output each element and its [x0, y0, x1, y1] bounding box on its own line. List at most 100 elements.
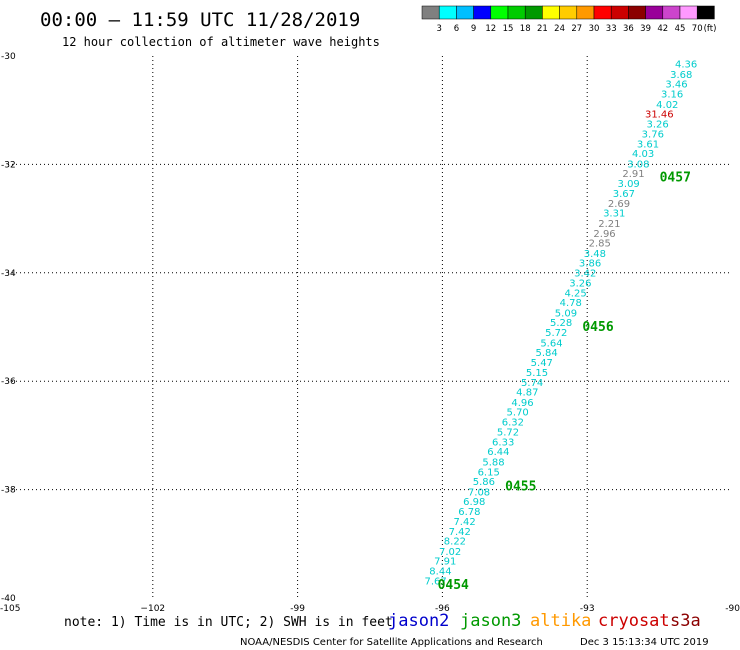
- legend-swatch: [576, 5, 595, 20]
- legend-label: 24: [554, 24, 565, 34]
- legend-label: 9: [471, 24, 476, 34]
- swh-value-label: 7.91: [434, 557, 456, 568]
- legend-label: 39: [640, 24, 651, 34]
- satellite-label-jason2: jason2: [388, 611, 449, 631]
- chart-title: 00:00 – 11:59 UTC 11/28/2019: [40, 9, 360, 31]
- swh-value-label: 3.48: [584, 249, 606, 260]
- swh-value-label: 2.21: [598, 219, 620, 230]
- y-tick-label: -32: [1, 160, 16, 170]
- swh-value-label: 5.47: [531, 358, 553, 369]
- swh-value-label: 3.09: [618, 179, 640, 190]
- legend-unit: (ft): [704, 24, 717, 34]
- x-tick-label: -105: [0, 604, 20, 614]
- swh-value-label: 2.85: [589, 239, 611, 250]
- satellite-label-altika: altika: [530, 611, 591, 631]
- swh-value-label: 2.96: [593, 229, 615, 240]
- swh-value-label: 5.64: [540, 338, 562, 349]
- swh-value-label: 3.08: [627, 159, 649, 170]
- time-label: 0455: [505, 479, 536, 494]
- x-tick-label: -96: [435, 604, 450, 614]
- legend-swatch: [696, 5, 715, 20]
- satellite-label-s3a: s3a: [670, 611, 701, 631]
- swh-value-label: 6.15: [478, 467, 500, 478]
- swh-value-label: 7.42: [449, 527, 471, 538]
- legend-swatch: [628, 5, 646, 20]
- swh-value-label: 6.44: [487, 447, 509, 458]
- swh-value-label: 4.96: [511, 398, 533, 409]
- swh-value-label: 3.42: [574, 268, 596, 279]
- swh-value-label: 5.88: [482, 458, 504, 469]
- legend-swatch: [456, 5, 474, 20]
- time-label: 0454: [438, 578, 469, 593]
- swh-value-label: 31.46: [645, 110, 674, 121]
- swh-value-label: 4.02: [656, 100, 678, 111]
- swh-value-label: 3.46: [665, 80, 687, 91]
- swh-data-points: 4.363.683.463.164.0231.463.263.763.614.0…: [424, 60, 697, 588]
- footer-note: note: 1) Time is in UTC; 2) SWH is in fe…: [64, 615, 393, 630]
- swh-value-label: 5.72: [545, 328, 567, 339]
- swh-value-label: 3.26: [569, 279, 591, 290]
- x-tick-label: -99: [290, 604, 305, 614]
- swh-value-label: 3.61: [637, 139, 659, 150]
- swh-value-label: 8.44: [429, 566, 451, 577]
- legend-label: 3: [436, 24, 441, 34]
- swh-value-label: 5.09: [555, 308, 577, 319]
- swh-value-label: 5.28: [550, 318, 572, 329]
- x-axis-ticks: -105 −102 -99 -96 -93 -90: [0, 604, 740, 614]
- satellite-legend: jason2 jason3 altika cryosat s3a: [388, 611, 701, 631]
- legend-label: 18: [520, 24, 531, 34]
- swh-value-label: 6.78: [458, 507, 480, 518]
- legend-swatch: [610, 5, 629, 20]
- time-label: 0457: [660, 170, 691, 185]
- legend-label: 42: [657, 24, 668, 34]
- legend-label: 6: [454, 24, 459, 34]
- satellite-label-cryosat: cryosat: [598, 611, 670, 631]
- legend-swatch: [524, 5, 543, 20]
- legend-swatch: [473, 5, 492, 20]
- legend-swatch: [490, 5, 509, 20]
- legend-label: 30: [589, 24, 600, 34]
- legend-swatch: [593, 5, 612, 20]
- swh-value-label: 7.08: [468, 487, 490, 498]
- legend-swatch: [438, 5, 457, 20]
- swh-value-label: 4.25: [564, 288, 586, 299]
- y-tick-label: -40: [1, 594, 16, 604]
- legend-swatch: [507, 5, 526, 20]
- legend-swatch: [645, 5, 664, 20]
- legend-label: 45: [675, 24, 686, 34]
- y-axis-ticks: -30 -32 -34 -36 -38 -40: [1, 52, 16, 604]
- swh-value-label: 7.67: [424, 577, 446, 588]
- swh-value-label: 3.67: [613, 189, 635, 200]
- y-tick-label: -30: [1, 52, 16, 62]
- satellite-label-jason3: jason3: [460, 611, 521, 631]
- legend-swatch: [559, 5, 578, 20]
- swh-value-label: 5.84: [535, 348, 557, 359]
- time-label: 0456: [582, 320, 613, 335]
- legend-label: 15: [503, 24, 514, 34]
- swh-value-label: 2.91: [622, 169, 644, 180]
- x-tick-label: -90: [725, 604, 740, 614]
- x-tick-label: -93: [580, 604, 595, 614]
- swh-value-label: 6.33: [492, 437, 514, 448]
- legend-swatch: [542, 5, 560, 20]
- legend-label: 70: [692, 24, 703, 34]
- swh-value-label: 2.69: [608, 199, 630, 210]
- legend-label: 12: [485, 24, 496, 34]
- legend-swatch: [421, 5, 440, 20]
- legend-swatch: [679, 5, 698, 20]
- swh-value-label: 3.86: [579, 259, 601, 270]
- y-tick-label: -34: [1, 269, 16, 279]
- legend-swatch: [662, 5, 681, 20]
- swh-value-label: 3.31: [603, 209, 625, 220]
- swh-value-label: 4.03: [632, 149, 654, 160]
- swh-value-label: 5.86: [473, 477, 495, 488]
- swh-value-label: 3.16: [661, 89, 683, 100]
- x-tick-label: −102: [140, 604, 165, 614]
- swh-value-label: 4.87: [516, 388, 538, 399]
- swh-value-label: 5.72: [497, 428, 519, 439]
- legend-label: 21: [537, 24, 548, 34]
- swh-value-label: 5.70: [507, 408, 529, 419]
- swh-value-label: 8.22: [444, 537, 466, 548]
- footer-credit: NOAA/NESDIS Center for Satellite Applica…: [240, 637, 543, 648]
